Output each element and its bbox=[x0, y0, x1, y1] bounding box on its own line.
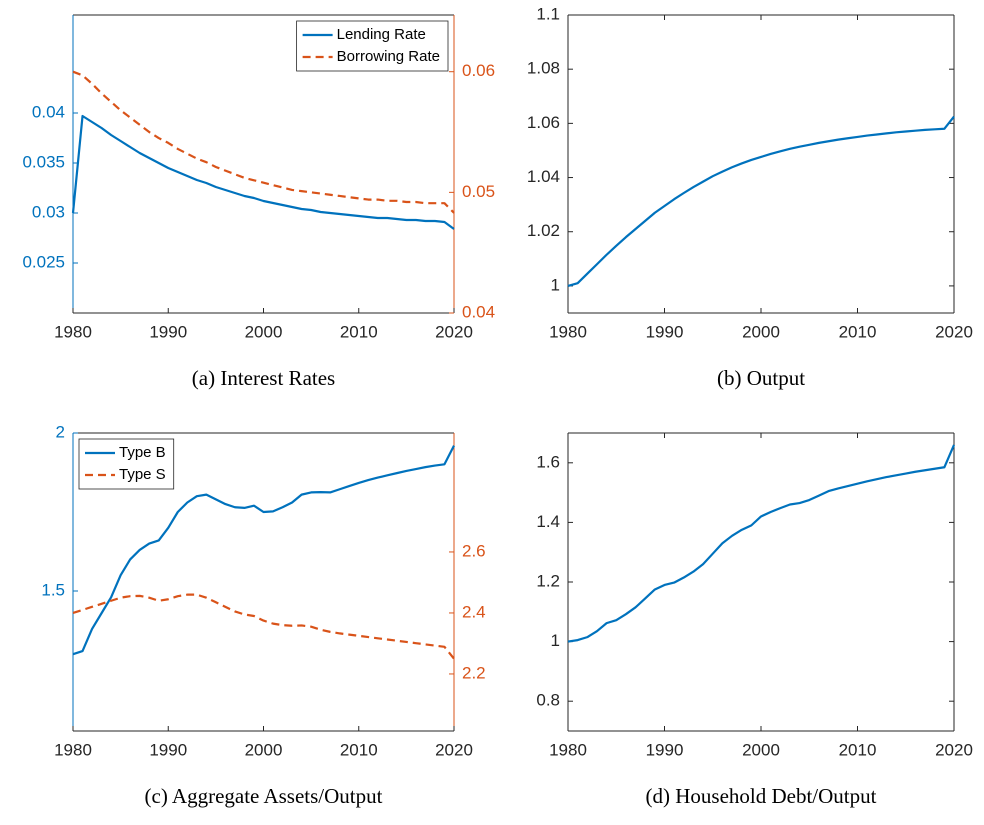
x-tick-label: 2000 bbox=[245, 740, 283, 759]
y2-tick-label: 2.2 bbox=[462, 663, 486, 682]
legend-box bbox=[296, 20, 449, 72]
legend: Lending Rate Borrowing Rate bbox=[296, 20, 449, 72]
legend-label: Borrowing Rate bbox=[337, 48, 440, 65]
y-tick-label: 1.5 bbox=[41, 580, 65, 599]
x-tick-label: 2020 bbox=[935, 322, 973, 341]
y-tick-label: 1.2 bbox=[536, 571, 560, 590]
y-tick-label: 1 bbox=[551, 275, 560, 294]
x-tick-label: 1990 bbox=[646, 740, 684, 759]
series-line bbox=[567, 115, 955, 287]
x-tick-label: 2020 bbox=[935, 740, 973, 759]
series-line bbox=[567, 444, 956, 643]
y-tick-label: 1.6 bbox=[536, 452, 560, 471]
plot: 1980 1990 2000 2010 2020 0.8 1 1.2 1.4 1.6 bbox=[536, 432, 973, 759]
x-tick-label: 2000 bbox=[245, 322, 283, 341]
y2-tick-label: 2.4 bbox=[462, 602, 486, 621]
x-tick-label: 1980 bbox=[54, 740, 92, 759]
x-tick-label: 1980 bbox=[549, 322, 587, 341]
y-tick-label: 1 bbox=[551, 631, 560, 650]
y-tick-label: 0.025 bbox=[22, 252, 65, 271]
x-tick-label: 2020 bbox=[435, 740, 473, 759]
y2-tick-label: 0.04 bbox=[462, 302, 495, 321]
y2-tick-label: 2.6 bbox=[462, 541, 486, 560]
x-tick-label: 2010 bbox=[839, 740, 877, 759]
legend-label: Type S bbox=[119, 466, 166, 483]
y-tick-label: 0.8 bbox=[536, 691, 560, 710]
legend: Type B Type S bbox=[78, 438, 175, 490]
y2-tick-label: 0.05 bbox=[462, 182, 495, 201]
y-tick-label: 1.06 bbox=[527, 113, 560, 132]
x-tick-label: 1980 bbox=[54, 322, 92, 341]
y-tick-label: 1.4 bbox=[536, 512, 560, 531]
legend-label: Lending Rate bbox=[337, 26, 426, 43]
legend-label: Type B bbox=[119, 444, 166, 461]
caption: (a) Interest Rates bbox=[192, 366, 335, 390]
x-tick-label: 1990 bbox=[149, 740, 187, 759]
caption: (b) Output bbox=[717, 366, 805, 390]
caption: (d) Household Debt/Output bbox=[646, 784, 877, 808]
x-tick-label: 1990 bbox=[646, 322, 684, 341]
x-tick-label: 2000 bbox=[742, 322, 780, 341]
legend-box bbox=[78, 438, 175, 490]
y-tick-label: 0.03 bbox=[32, 202, 65, 221]
x-tick-label: 2010 bbox=[340, 322, 378, 341]
y-tick-label: 1.02 bbox=[527, 221, 560, 240]
caption: (c) Aggregate Assets/Output bbox=[145, 784, 383, 808]
series-line bbox=[72, 593, 455, 660]
y-tick-label: 2 bbox=[56, 422, 65, 441]
y-tick-label: 1.04 bbox=[527, 167, 560, 186]
x-tick-label: 2020 bbox=[435, 322, 473, 341]
y2-tick-label: 0.06 bbox=[462, 61, 495, 80]
plot: 1980 1990 2000 2010 2020 0.025 0.03 0.035 0.04 0.… bbox=[22, 14, 495, 341]
y-tick-label: 1.1 bbox=[536, 4, 560, 23]
series-line bbox=[72, 70, 455, 214]
series-line bbox=[71, 114, 455, 230]
plot: 1980 1990 2000 2010 2020 1 1.02 1.04 1.06 1.08 1.1 bbox=[527, 4, 973, 341]
x-tick-label: 2010 bbox=[839, 322, 877, 341]
x-tick-label: 1980 bbox=[549, 740, 587, 759]
x-tick-label: 2010 bbox=[340, 740, 378, 759]
x-tick-label: 2000 bbox=[742, 740, 780, 759]
y-tick-label: 0.04 bbox=[32, 102, 65, 121]
series-line bbox=[72, 445, 455, 656]
x-tick-label: 1990 bbox=[149, 322, 187, 341]
y-tick-label: 1.08 bbox=[527, 59, 560, 78]
y-tick-label: 0.035 bbox=[22, 152, 65, 171]
